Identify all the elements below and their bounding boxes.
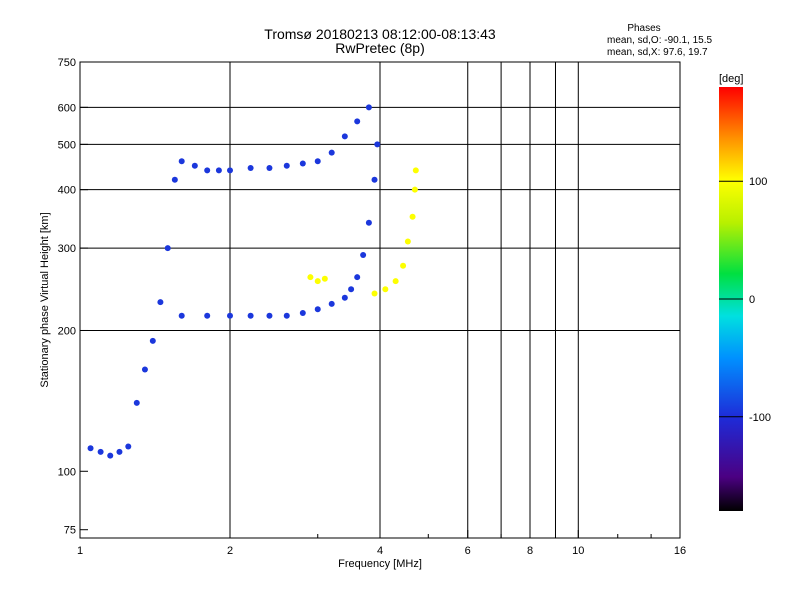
stats-header: Phases <box>627 23 660 34</box>
trace-point-o <box>178 312 185 319</box>
trace-point-o <box>266 312 273 319</box>
y-tick-label: 100 <box>58 466 76 478</box>
trace-point-o <box>354 118 361 125</box>
trace-point-x <box>392 278 399 285</box>
trace-point-x <box>411 186 418 193</box>
trace-point-o <box>283 312 290 319</box>
stats-line-x: mean, sd,X: 97.6, 19.7 <box>607 47 708 58</box>
y-tick-label: 75 <box>64 525 76 537</box>
x-axis-label: Frequency [MHz] <box>338 558 422 570</box>
colorbar-tick-label: -100 <box>749 412 771 424</box>
trace-point-x <box>314 278 321 285</box>
y-tick-label: 400 <box>58 185 76 197</box>
stats-line-o: mean, sd,O: -90.1, 15.5 <box>607 35 712 46</box>
trace-point-x <box>307 274 314 281</box>
trace-point-o <box>266 165 273 172</box>
x-tick-label: 10 <box>572 545 584 557</box>
trace-point-o <box>365 104 372 111</box>
y-tick-label: 300 <box>58 243 76 255</box>
x-tick-label: 4 <box>377 545 383 557</box>
trace-point-o <box>299 160 306 167</box>
trace-point-o <box>341 133 348 140</box>
trace-point-o <box>149 337 156 344</box>
trace-point-x <box>412 167 419 174</box>
trace-point-x <box>404 238 411 245</box>
trace-point-o <box>191 162 198 169</box>
colorbar-ticks: 100 0 -100 <box>719 176 771 424</box>
trace-point-o <box>204 312 211 319</box>
chart-subtitle: RwPretec (8p) <box>335 40 424 56</box>
trace-point-o <box>164 245 171 252</box>
trace-point-o <box>157 299 164 306</box>
colorbar-label: [deg] <box>719 73 743 85</box>
trace-point-o <box>365 219 372 226</box>
trace-point-o <box>328 149 335 156</box>
trace-point-o <box>87 445 94 452</box>
trace-point-o <box>299 309 306 316</box>
trace-point-o <box>348 286 355 293</box>
trace-point-o <box>371 176 378 183</box>
trace-point-o <box>227 312 233 319</box>
chart-title: Tromsø 20180213 08:12:00-08:13:43 <box>264 26 496 42</box>
trace-point-o <box>171 176 178 183</box>
trace-point-o <box>215 167 222 174</box>
trace-point-x <box>409 213 416 220</box>
x-tick-label: 2 <box>227 545 233 557</box>
data-points <box>87 104 419 459</box>
trace-point-o <box>247 312 254 319</box>
trace-point-o <box>227 167 233 174</box>
trace-point-o <box>133 399 140 406</box>
trace-point-o <box>283 162 290 169</box>
trace-point-o <box>314 158 321 165</box>
trace-point-o <box>141 366 148 373</box>
y-tick-label: 600 <box>58 102 76 114</box>
trace-point-o <box>314 306 321 313</box>
trace-point-o <box>374 141 381 148</box>
trace-point-o <box>97 448 104 455</box>
trace-point-o <box>107 452 114 459</box>
colorbar-tick-label: 100 <box>749 176 767 188</box>
trace-point-o <box>247 165 254 172</box>
trace-point-o <box>354 274 361 281</box>
x-tick-label: 1 <box>77 545 83 557</box>
y-axis-label: Stationary phase Virtual Height [km] <box>39 212 51 387</box>
y-tick-label: 500 <box>58 139 76 151</box>
y-axis-ticks: 75 100 200 300 400 500 600 750 <box>58 57 88 537</box>
trace-point-x <box>321 275 328 282</box>
colorbar-tick-label: 0 <box>749 294 755 306</box>
trace-point-o <box>341 294 348 301</box>
x-tick-label: 8 <box>527 545 533 557</box>
x-tick-label: 6 <box>465 545 471 557</box>
trace-point-o <box>178 158 185 165</box>
x-axis-ticks: 1 2 4 6 8 10 16 <box>77 530 686 557</box>
x-tick-label: 16 <box>674 545 686 557</box>
trace-point-x <box>400 262 407 269</box>
y-tick-label: 750 <box>58 57 76 69</box>
grid-lines <box>80 62 680 538</box>
trace-point-o <box>360 252 367 259</box>
trace-point-o <box>125 443 132 450</box>
trace-point-o <box>204 167 211 174</box>
trace-point-x <box>382 286 389 293</box>
trace-point-o <box>328 300 335 307</box>
trace-point-x <box>371 290 378 297</box>
y-tick-label: 200 <box>58 325 76 337</box>
trace-point-o <box>116 448 123 455</box>
